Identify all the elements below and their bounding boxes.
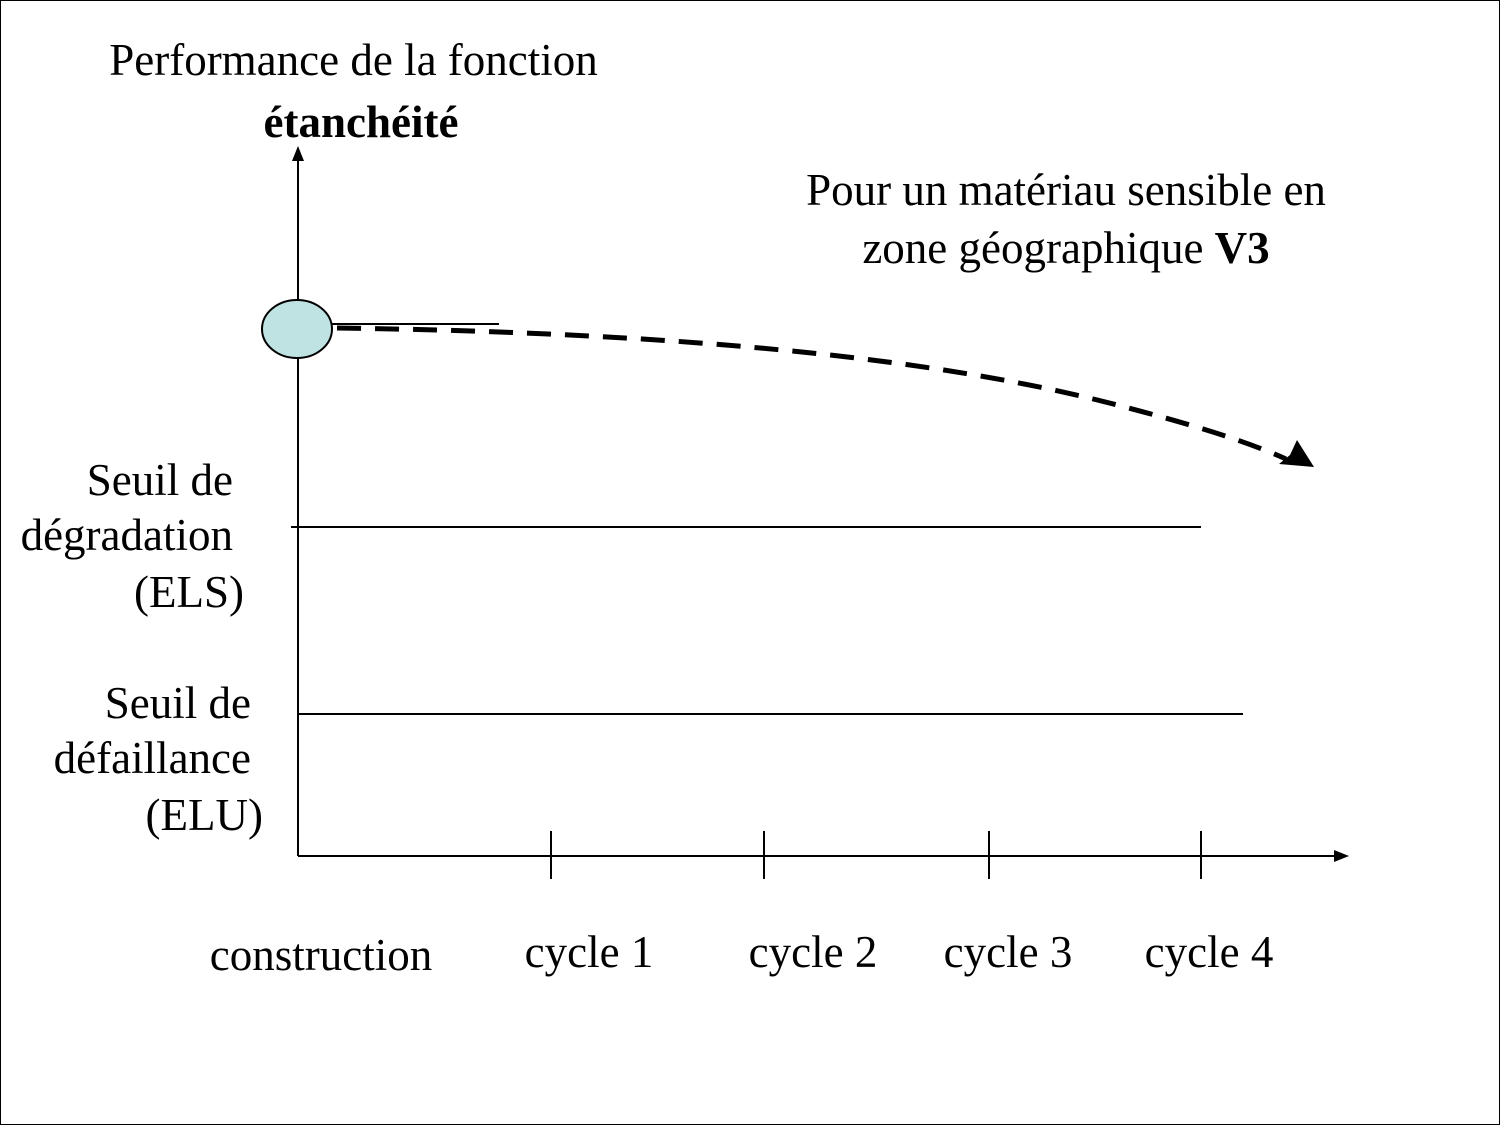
x-label-cycle-4: cycle 4 [1144, 927, 1274, 977]
annotation-line1: Pour un matériau sensible en [806, 165, 1326, 215]
y-axis-title-line1: Performance de la fonction [109, 35, 598, 85]
degradation-curve [336, 325, 1288, 462]
annotation-zone-code: V3 [1214, 223, 1270, 273]
annotation-line2: zone géographique V3 [756, 219, 1376, 277]
els-label-line3: (ELS) [134, 567, 244, 617]
x-label-construction: construction [209, 930, 433, 980]
elu-label-line2: défaillance [53, 733, 251, 783]
elu-label-line1: Seuil de [104, 678, 251, 728]
y-axis-arrowhead [292, 146, 304, 161]
x-label-cycle-2: cycle 2 [748, 927, 878, 977]
degradation-curve-arrowhead [1279, 440, 1314, 467]
y-axis-title-line2: étanchéité [263, 97, 459, 147]
elu-label-line3: (ELU) [145, 790, 263, 840]
x-axis-arrowhead [1334, 850, 1349, 862]
x-label-cycle-1: cycle 1 [524, 927, 654, 977]
els-label-line1: Seuil de [86, 455, 233, 505]
els-label-line2: dégradation [20, 510, 233, 560]
initial-state-marker [261, 299, 333, 359]
annotation-zone-text: zone géographique [862, 223, 1215, 273]
x-label-cycle-3: cycle 3 [943, 927, 1073, 977]
